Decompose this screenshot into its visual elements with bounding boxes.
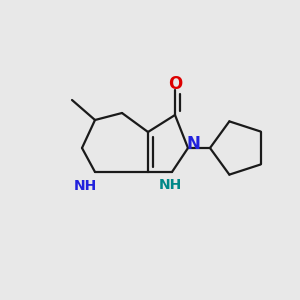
Text: N: N xyxy=(186,135,200,153)
Text: O: O xyxy=(168,75,182,93)
Text: NH: NH xyxy=(158,178,182,192)
Text: NH: NH xyxy=(74,179,97,193)
